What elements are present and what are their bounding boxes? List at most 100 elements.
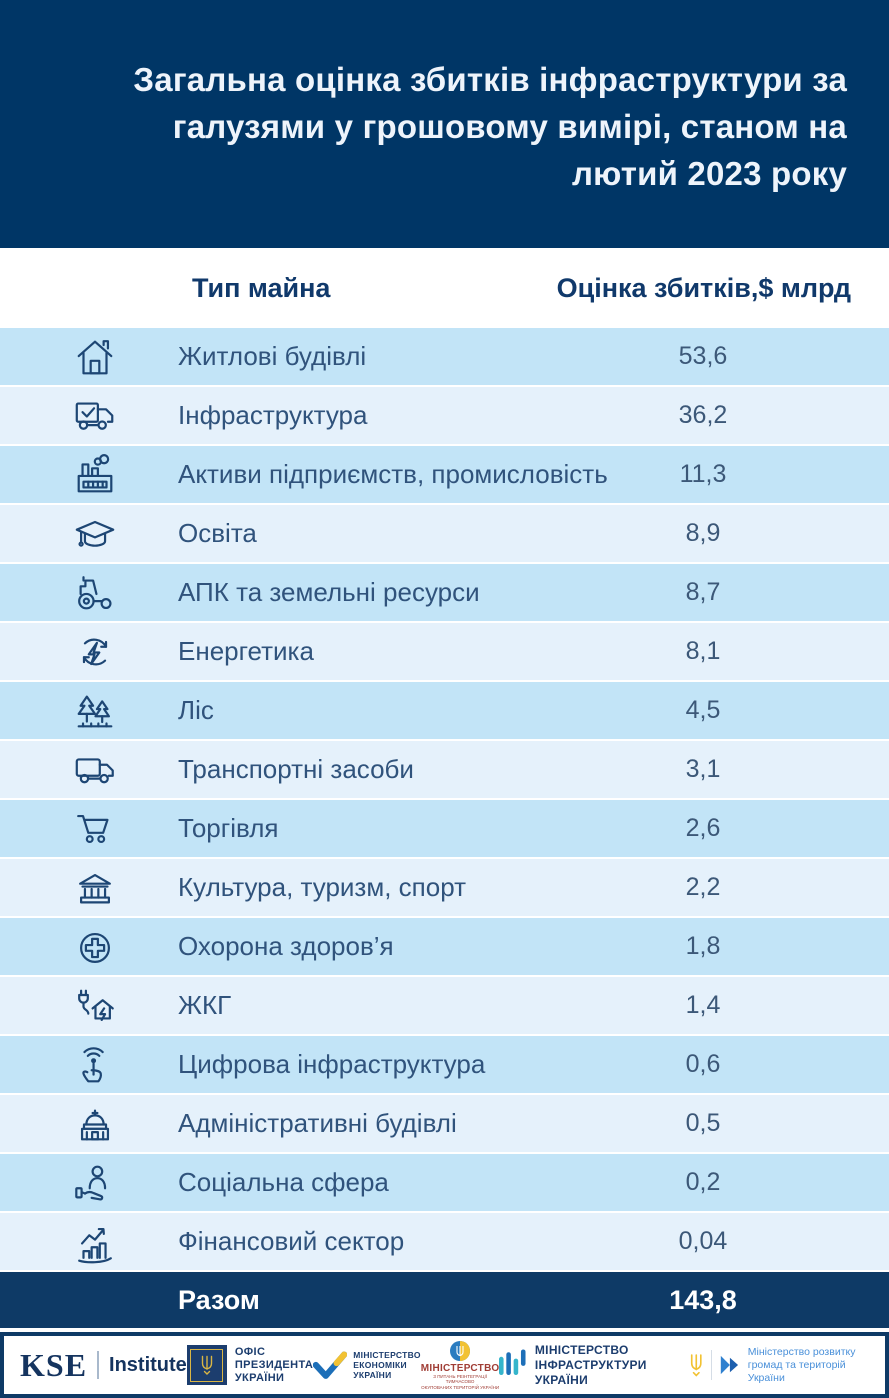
president-office-line: УКРАЇНИ — [234, 1371, 285, 1384]
row-value: 0,04 — [678, 1227, 728, 1255]
row-value: 8,7 — [685, 578, 721, 606]
reintegration-ministry-title: МІНІСТЕРСТВО — [420, 1362, 500, 1374]
row-value: 8,1 — [685, 637, 721, 665]
bars-icon — [499, 1349, 526, 1376]
communities-ministry-line: Міністерство розвитку — [747, 1345, 856, 1358]
touch-signal-icon — [70, 1040, 120, 1090]
row-label: Торгівля — [178, 813, 279, 843]
table-row: Ліс 4,5 — [0, 682, 889, 739]
row-value: 53,6 — [678, 342, 728, 370]
reintegration-ministry-subtitle: ОКУПОВАНИХ ТЕРИТОРІЙ УКРАЇНИ — [421, 1384, 500, 1390]
economy-ministry-line: ЕКОНОМІКИ — [353, 1360, 407, 1370]
row-label: ЖКГ — [178, 990, 232, 1020]
total-value: 143,8 — [669, 1284, 737, 1315]
table-row: Адміністративні будівлі 0,5 — [0, 1095, 889, 1152]
infrastructure-ministry-line: МІНІСТЕРСТВО — [534, 1342, 629, 1357]
page-title-line-1: Загальна оцінка збитків інфраструктури з… — [133, 61, 847, 98]
row-label: Активи підприємств, промисловість — [178, 459, 608, 489]
table-row: Інфраструктура 36,2 — [0, 387, 889, 444]
reintegration-ministry-subtitle: З ПИТАНЬ РЕІНТЕГРАЦІЇ ТИМЧАСОВО — [433, 1373, 487, 1385]
row-value: 0,2 — [685, 1168, 721, 1196]
total-label: Разом — [178, 1284, 260, 1315]
table-row: Культура, туризм, спорт 2,2 — [0, 859, 889, 916]
kse-institute-logo: KSE Institute — [20, 1347, 187, 1384]
page-title-line-2: галузями у грошовому вимірі, станом на — [172, 108, 847, 145]
column-header-value: Оцінка збитків,$ млрд — [556, 272, 851, 303]
kse-wordmark: KSE — [20, 1346, 88, 1383]
table-row: Фінансовий сектор 0,04 — [0, 1213, 889, 1270]
president-office-line: ОФІС — [234, 1345, 266, 1358]
column-header-type: Тип майна — [192, 272, 331, 303]
forest-icon — [70, 686, 120, 736]
truck-check-icon — [70, 391, 120, 441]
table-row: Цифрова інфраструктура 0,6 — [0, 1036, 889, 1093]
economy-ministry-line: МІНІСТЕРСТВО — [353, 1350, 421, 1360]
tractor-icon — [70, 568, 120, 618]
table-body: Житлові будівлі 53,6 Інфраструктура 36,2… — [0, 328, 889, 1270]
row-label: Культура, туризм, спорт — [178, 872, 467, 902]
row-label: Ліс — [178, 695, 214, 725]
shopping-cart-icon — [70, 804, 120, 854]
president-office-line: ПРЕЗИДЕНТА — [234, 1358, 314, 1371]
trident-icon — [690, 1354, 702, 1377]
total-row: Разом 143,8 — [0, 1272, 889, 1328]
row-label: Охорона здоров’я — [178, 931, 394, 961]
table-row: АПК та земельні ресурси 8,7 — [0, 564, 889, 621]
house-icon — [70, 332, 120, 382]
row-value: 36,2 — [678, 401, 728, 429]
row-value: 1,4 — [685, 991, 721, 1019]
infrastructure-ministry-logo: МІНІСТЕРСТВО ІНФРАСТРУКТУРИ УКРАЇНИ — [499, 1343, 689, 1388]
row-label: Транспортні засоби — [178, 754, 414, 784]
economy-ministry-logo: МІНІСТЕРСТВО ЕКОНОМІКИ УКРАЇНИ — [313, 1350, 420, 1380]
row-value: 8,9 — [685, 519, 721, 547]
page-title-line-3: лютий 2023 року — [572, 155, 847, 192]
row-label: Освіта — [178, 518, 257, 548]
table-row: Освіта 8,9 — [0, 505, 889, 562]
row-value: 2,6 — [685, 814, 721, 842]
row-label: Соціальна сфера — [178, 1167, 389, 1197]
divider — [710, 1350, 712, 1380]
row-value: 0,6 — [685, 1050, 721, 1078]
row-value: 11,3 — [679, 460, 727, 488]
communities-ministry-line: громад та територій України — [747, 1358, 846, 1384]
table-row: ЖКГ 1,4 — [0, 977, 889, 1034]
table-header: Тип майна Оцінка збитків,$ млрд — [0, 248, 889, 328]
round-emblem-icon — [450, 1340, 471, 1361]
kse-institute-label: Institute — [109, 1353, 187, 1376]
reintegration-ministry-logo: МІНІСТЕРСТВО З ПИТАНЬ РЕІНТЕГРАЦІЇ ТИМЧА… — [421, 1340, 500, 1391]
president-office-logo: ОФІС ПРЕЗИДЕНТА УКРАЇНИ — [186, 1345, 314, 1385]
table-row: Торгівля 2,6 — [0, 800, 889, 857]
row-value: 1,8 — [685, 932, 721, 960]
table-row: Енергетика 8,1 — [0, 623, 889, 680]
person-care-icon — [70, 1158, 120, 1208]
plug-house-icon — [70, 981, 120, 1031]
checkmark-icon — [313, 1351, 348, 1379]
row-value: 4,5 — [685, 696, 721, 724]
footer-logo-bar: KSE Institute ОФІС ПРЕЗИДЕНТА УКРАЇНИ МІ… — [0, 1332, 889, 1398]
dome-building-icon — [70, 1099, 120, 1149]
row-value: 0,5 — [685, 1109, 721, 1137]
row-label: Адміністративні будівлі — [178, 1108, 457, 1138]
energy-cycle-icon — [70, 627, 120, 677]
trident-emblem-icon — [186, 1345, 227, 1385]
table-row: Житлові будівлі 53,6 — [0, 328, 889, 385]
row-value: 3,1 — [685, 755, 721, 783]
table-row: Транспортні засоби 3,1 — [0, 741, 889, 798]
divider — [97, 1351, 100, 1379]
row-value: 2,2 — [685, 873, 721, 901]
classical-building-icon — [70, 863, 120, 913]
communities-ministry-logo: Міністерство розвитку громад та територі… — [689, 1346, 873, 1385]
truck-icon — [70, 745, 120, 795]
row-label: Житлові будівлі — [178, 341, 367, 371]
table-row: Соціальна сфера 0,2 — [0, 1154, 889, 1211]
factory-icon — [70, 450, 120, 500]
row-label: Енергетика — [178, 636, 314, 666]
row-label: Фінансовий сектор — [178, 1226, 405, 1256]
table-row: Активи підприємств, промисловість 11,3 — [0, 446, 889, 503]
graduation-cap-icon — [70, 509, 120, 559]
row-label: Цифрова інфраструктура — [178, 1049, 486, 1079]
chevrons-icon — [720, 1355, 739, 1375]
title-panel: Загальна оцінка збитків інфраструктури з… — [0, 0, 889, 248]
divider — [0, 1328, 889, 1332]
